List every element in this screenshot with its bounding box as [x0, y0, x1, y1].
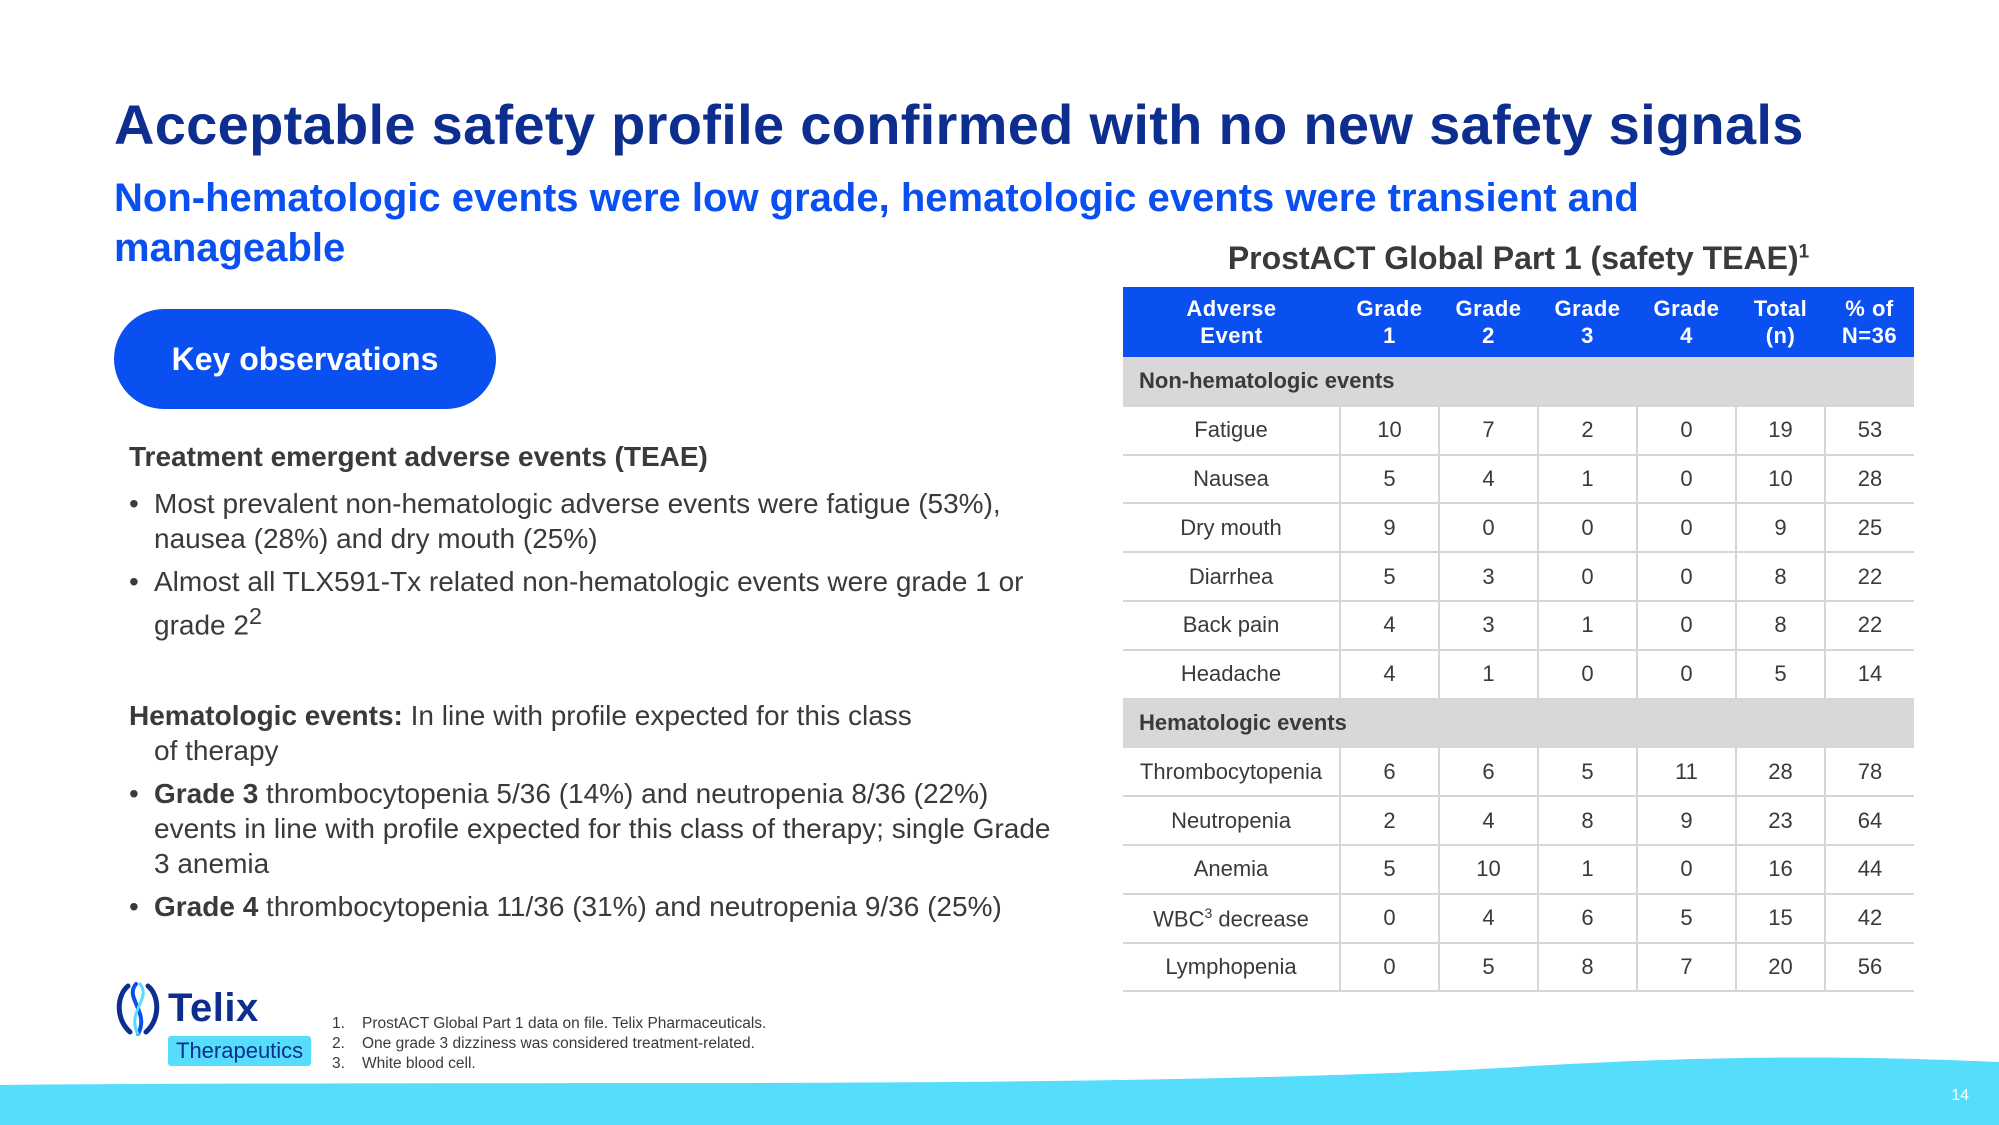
key-observations-label: Key observations — [171, 340, 439, 377]
table-row: Lymphopenia 0 5 8 7 20 56 — [1123, 942, 1914, 993]
header-adverse-event: Adverse Event — [1123, 287, 1340, 357]
footnote-1: 1. ProstACT Global Part 1 data on file. T… — [332, 1015, 767, 1032]
table-header-row: Adverse Event Grade 1 Grade 2 Grade 3 Grade 4… — [1123, 287, 1914, 357]
key-observations-pill: Key observations — [114, 309, 496, 409]
table-row: Nausea 5 4 1 0 10 28 — [1123, 454, 1914, 505]
heme-heading: Hematologic events: — [129, 700, 403, 732]
wbc-cell: WBC3 decrease — [1123, 893, 1341, 944]
footnote-ref-1: 1 — [1798, 241, 1810, 263]
table-row: Diarrhea 5 3 0 0 8 22 — [1123, 552, 1914, 602]
header-total: Total (n) — [1736, 287, 1825, 357]
table-title-text: ProstACT Global Part 1 (safety TEAE) — [1227, 240, 1799, 276]
footer-wave — [0, 1057, 1999, 1125]
heme-paragraph: Hematologic events: In line with profile… — [129, 698, 1059, 768]
page-number: 14 — [1951, 1087, 1969, 1104]
heme-text-1: In line with profile expected for this c… — [402, 700, 912, 732]
table-row: Neutropenia 2 4 8 9 23 64 — [1123, 796, 1914, 846]
adverse-events-table: Adverse Event Grade 1 Grade 2 Grade 3 Grade 4… — [1123, 287, 1914, 993]
slide-title: Acceptable safety profile confirmed with… — [114, 93, 1804, 156]
table-row: Dry mouth 9 0 0 0 9 25 — [1123, 503, 1914, 554]
footnotes: 1. ProstACT Global Part 1 data on file. T… — [332, 1014, 766, 1074]
table-title: ProstACT Global Part 1 (safety TEAE)1 — [1123, 240, 1914, 277]
slide-subtitle: Non-hematologic events were low grade, h… — [114, 176, 1639, 270]
header-grade-4: Grade 4 — [1637, 287, 1736, 357]
observations-text: Treatment emergent adverse events (TEAE)… — [129, 436, 1059, 924]
header-grade-3: Grade 3 — [1538, 287, 1637, 357]
table-row: Headache 4 1 0 0 5 14 — [1123, 649, 1914, 700]
heme-bullet-2-text: thrombocytopenia 11/36 (31%) and neutrop… — [258, 891, 1002, 923]
telix-logo-icon — [116, 982, 160, 1036]
header-grade-2: Grade 2 — [1439, 287, 1538, 357]
group-row-hematologic: Hematologic events — [1123, 698, 1914, 749]
table-row: Fatigue 10 7 2 0 19 53 — [1123, 405, 1914, 456]
logo-name: Telix — [168, 986, 259, 1030]
header-percent: % of N=36 — [1825, 287, 1914, 357]
footnote-2: 2. One grade 3 dizziness was considered t… — [332, 1035, 755, 1052]
heme-bullet-1: Grade 3 thrombocytopenia 5/36 (14%) and … — [129, 776, 1059, 881]
heme-bullet-1-text: thrombocytopenia 5/36 (14%) and neutrope… — [154, 778, 1051, 880]
heme-bullet-2: Grade 4 thrombocytopenia 11/36 (31%) and… — [129, 889, 1059, 924]
table-row: Thrombocytopenia 6 6 5 11 28 78 — [1123, 747, 1914, 798]
header-grade-1: Grade 1 — [1340, 287, 1439, 357]
footnote-ref-3: 3 — [1204, 904, 1213, 921]
table-row: WBC3 decrease 0 4 6 5 15 42 — [1123, 893, 1914, 944]
footnote-ref-2: 2 — [248, 603, 262, 629]
heme-text-2: of therapy — [154, 735, 279, 767]
footnote-3: 3. White blood cell. — [332, 1055, 476, 1072]
teae-bullet-2: Almost all TLX591-Tx related non-hematol… — [129, 564, 1059, 642]
table-row: Back pain 4 3 1 0 8 22 — [1123, 600, 1914, 651]
teae-heading: Treatment emergent adverse events (TEAE) — [129, 441, 708, 472]
logo-tagline: Therapeutics — [168, 1036, 312, 1066]
teae-bullet-1: Most prevalent non-hematologic adverse e… — [129, 486, 1059, 556]
group-row-non-hematologic: Non-hematologic events — [1123, 357, 1914, 407]
teae-bullet-2-text: Almost all TLX591-Tx related non-hematol… — [154, 566, 1024, 641]
heme-bullet-1-bold: Grade 3 — [154, 778, 259, 810]
heme-bullet-2-bold: Grade 4 — [154, 891, 259, 923]
table-row: Anemia 5 10 1 0 16 44 — [1123, 844, 1914, 895]
telix-logo: Telix Therapeutics — [114, 980, 324, 1072]
